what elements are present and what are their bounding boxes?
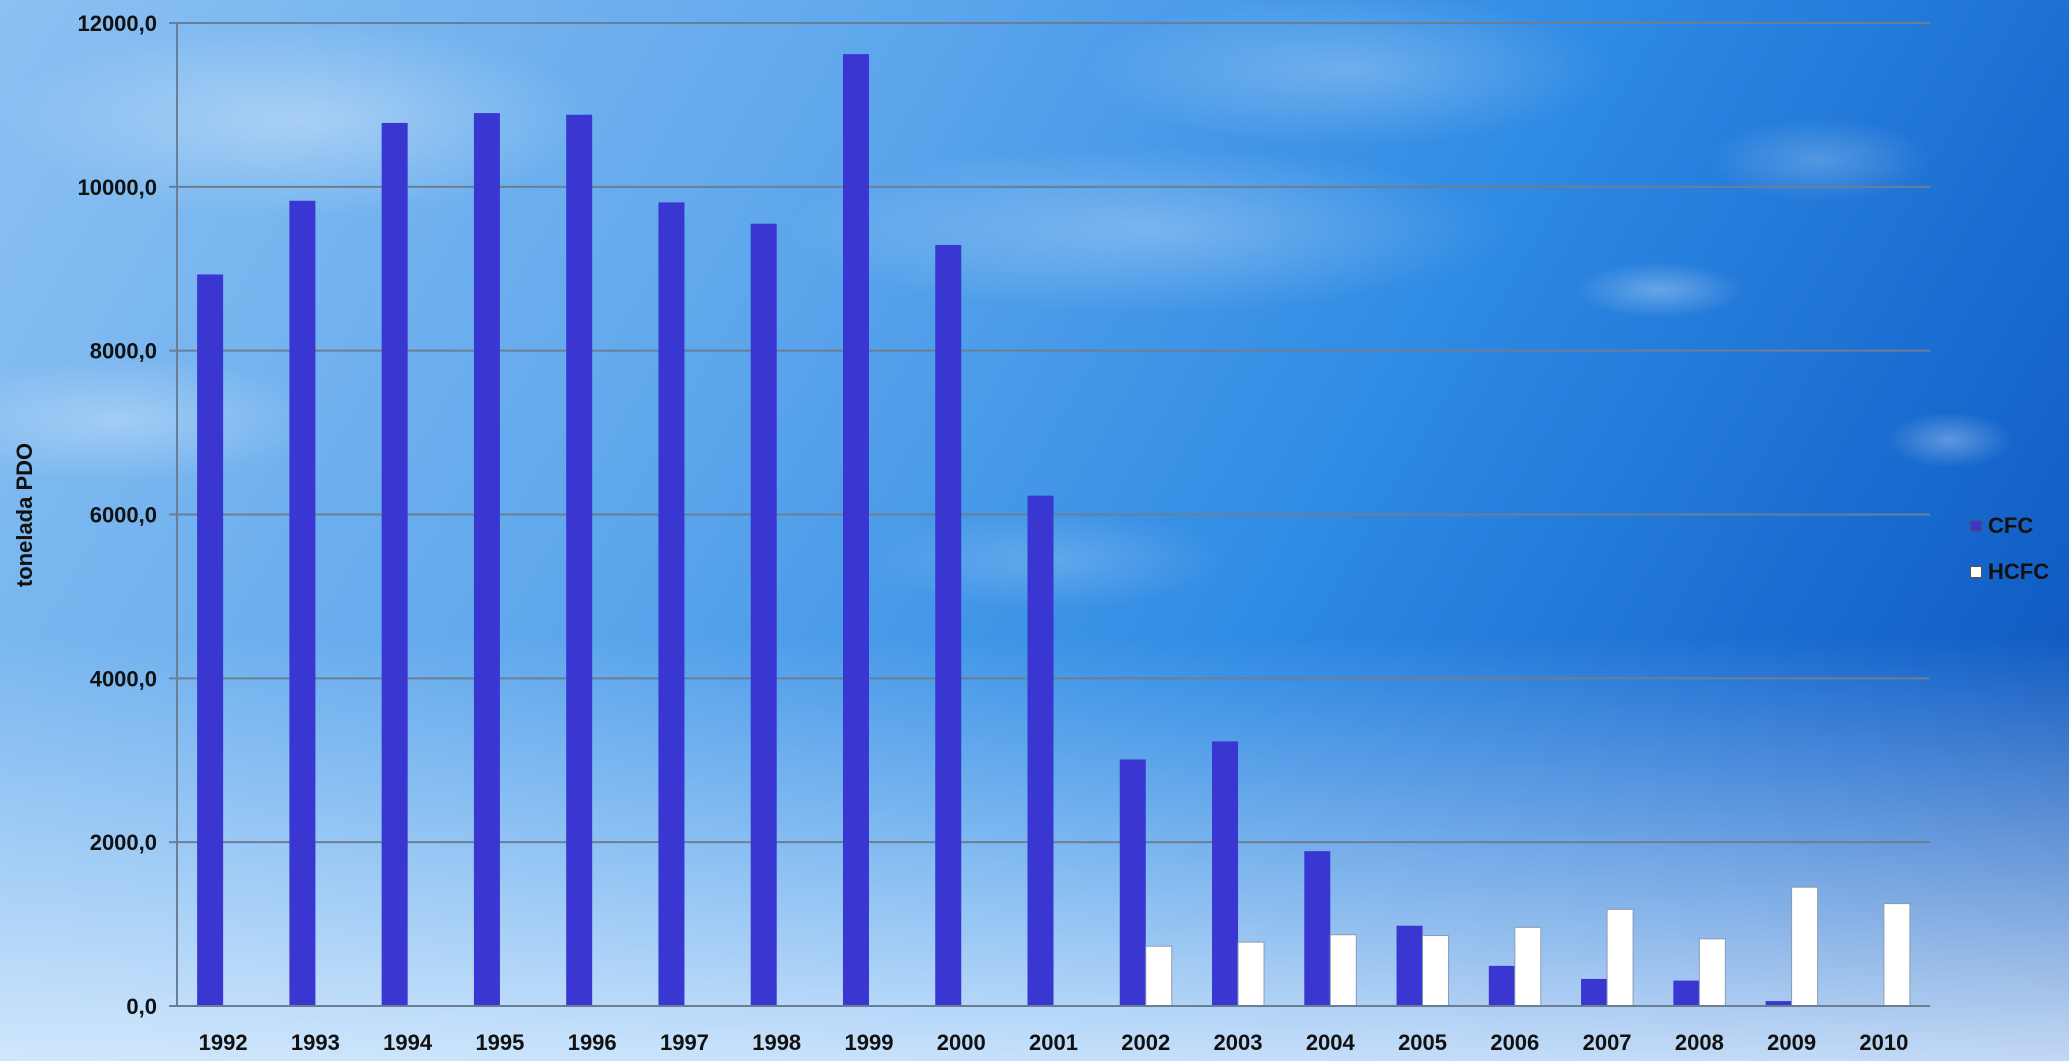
x-tick-label: 2007 [1583, 1030, 1632, 1055]
x-tick-label: 2001 [1029, 1030, 1078, 1055]
x-tick-label: 2010 [1859, 1030, 1908, 1055]
x-tick-label: 1993 [291, 1030, 340, 1055]
bar-cfc-2007 [1581, 978, 1608, 1006]
x-tick-label: 1999 [844, 1030, 893, 1055]
y-tick-label: 6000,0 [90, 503, 157, 528]
bar-cfc-2003 [1212, 741, 1239, 1006]
legend-label-cfc: CFC [1988, 513, 2034, 538]
bar-hcfc-2010 [1883, 903, 1911, 1007]
bar-cfc-1994 [381, 122, 408, 1006]
x-tick-label: 1997 [660, 1030, 709, 1055]
x-tick-label: 1995 [475, 1030, 524, 1055]
bar-hcfc-2004 [1329, 934, 1357, 1007]
legend-swatch-cfc [1970, 520, 1982, 532]
y-tick-label: 12000,0 [77, 11, 157, 36]
x-tick-label: 2002 [1121, 1030, 1170, 1055]
bar-cfc-2000 [935, 244, 962, 1007]
x-tick-label: 1996 [568, 1030, 617, 1055]
bars [197, 54, 1911, 1007]
bar-hcfc-2003 [1237, 941, 1265, 1007]
x-tick-label: 2005 [1398, 1030, 1447, 1055]
y-tick-label: 2000,0 [90, 830, 157, 855]
bar-cfc-2006 [1488, 965, 1515, 1006]
x-tick-label: 2009 [1767, 1030, 1816, 1055]
x-tick-label: 2003 [1214, 1030, 1263, 1055]
bar-hcfc-2005 [1422, 935, 1450, 1007]
bar-hcfc-2007 [1606, 908, 1634, 1007]
legend: CFC HCFC [1970, 503, 2049, 595]
bar-hcfc-2008 [1698, 938, 1726, 1007]
bar-cfc-1997 [658, 202, 685, 1006]
axes [169, 22, 1930, 1007]
x-tick-label: 1994 [383, 1030, 433, 1055]
bar-cfc-2004 [1304, 851, 1331, 1006]
x-tick-label: 1992 [199, 1030, 248, 1055]
y-tick-label: 8000,0 [90, 339, 157, 364]
y-tick-label: 0,0 [126, 994, 157, 1019]
x-tick-label: 2004 [1306, 1030, 1356, 1055]
bar-cfc-1992 [197, 274, 224, 1007]
legend-swatch-hcfc [1970, 566, 1982, 578]
legend-item-hcfc: HCFC [1970, 549, 2049, 595]
bar-cfc-1993 [289, 200, 316, 1007]
x-tick-label: 2008 [1675, 1030, 1724, 1055]
tick-labels: 0,0 2000,0 4000,0 6000,0 8000,0 10000,0 12000,… [77, 11, 1908, 1055]
x-tick-label: 1998 [752, 1030, 801, 1055]
bar-cfc-1999 [842, 54, 869, 1006]
x-tick-label: 2006 [1490, 1030, 1539, 1055]
y-tick-label: 10000,0 [77, 175, 157, 200]
y-tick-label: 4000,0 [90, 666, 157, 691]
bar-cfc-2009 [1765, 1001, 1792, 1006]
bar-cfc-1996 [566, 114, 593, 1007]
y-axis-title: tonelada PDO [12, 443, 37, 587]
bar-hcfc-2002 [1145, 945, 1173, 1007]
bar-cfc-1998 [750, 223, 777, 1007]
legend-label-hcfc: HCFC [1988, 559, 2050, 584]
x-tick-label: 2000 [937, 1030, 986, 1055]
bar-cfc-2001 [1027, 495, 1054, 1006]
bar-hcfc-2009 [1791, 886, 1819, 1007]
bar-cfc-2008 [1673, 980, 1700, 1006]
bar-cfc-2005 [1396, 925, 1423, 1006]
bar-cfc-1995 [473, 113, 500, 1006]
bar-cfc-2002 [1119, 759, 1146, 1006]
bar-hcfc-2006 [1514, 926, 1542, 1007]
legend-item-cfc: CFC [1970, 503, 2049, 549]
